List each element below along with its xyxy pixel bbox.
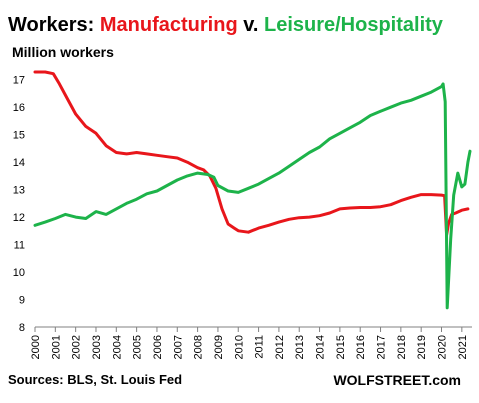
x-tick-label: 2011	[254, 335, 266, 359]
x-tick-label: 2003	[91, 335, 103, 359]
x-tick-label: 2018	[396, 335, 408, 359]
x-tick-label: 2015	[335, 335, 347, 359]
y-tick-label: 17	[13, 75, 25, 87]
x-tick-label: 2000	[30, 335, 42, 359]
brand-label: WOLFSTREET.com	[333, 372, 461, 388]
title-prefix: Workers:	[8, 14, 100, 36]
x-tick-label: 2001	[50, 335, 62, 359]
x-tick-label: 2019	[416, 335, 428, 359]
chart-title: Workers: Manufacturing v. Leisure/Hospit…	[8, 14, 443, 37]
x-tick-label: 2021	[457, 335, 469, 359]
x-tick-label: 2005	[132, 335, 144, 359]
y-axis-unit-label: Million workers	[12, 44, 114, 60]
series-line-leisure-hospitality	[33, 82, 472, 310]
series-line-manufacturing	[33, 70, 470, 237]
y-tick-label: 11	[14, 240, 25, 252]
title-series-leisure: Leisure/Hospitality	[263, 14, 443, 36]
y-tick-label: 14	[13, 157, 25, 169]
x-tick-label: 2010	[233, 335, 245, 359]
y-tick-label: 10	[13, 267, 25, 279]
x-tick-label: 2004	[111, 335, 123, 359]
x-tick-label: 2012	[274, 335, 286, 359]
x-tick-label: 2014	[315, 335, 327, 359]
x-tick-label: 2016	[355, 335, 367, 359]
x-tick-label: 2020	[437, 335, 449, 359]
x-tick-label: 2009	[213, 335, 225, 359]
x-tick-label: 2006	[152, 335, 164, 359]
y-tick-label: 16	[13, 102, 25, 114]
y-tick-label: 15	[13, 130, 25, 142]
x-tick-label: 2013	[294, 335, 306, 359]
x-tick-label: 2008	[193, 335, 205, 359]
title-series-manufacturing: Manufacturing	[99, 14, 238, 36]
y-tick-label: 8	[19, 322, 25, 334]
x-tick-label: 2017	[376, 335, 388, 359]
x-tick-label: 2007	[172, 335, 184, 359]
y-tick-label: 12	[13, 212, 25, 224]
title-separator: v.	[237, 14, 264, 36]
x-tick-label: 2002	[71, 335, 83, 359]
y-tick-label: 9	[19, 295, 25, 307]
source-note: Sources: BLS, St. Louis Fed	[8, 372, 183, 387]
y-tick-label: 13	[13, 185, 25, 197]
